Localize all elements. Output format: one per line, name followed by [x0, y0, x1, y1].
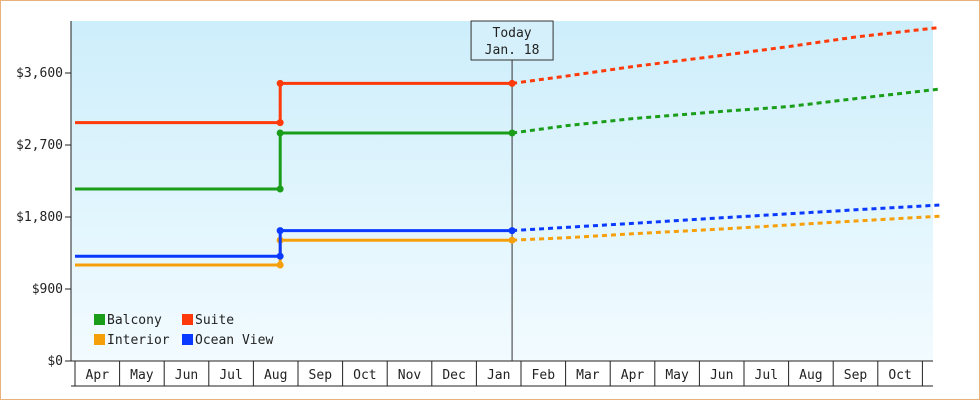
x-tick-label: Aug: [264, 368, 287, 383]
x-tick-label: Jun: [175, 368, 198, 383]
x-tick-label: May: [665, 368, 689, 383]
series-ocean-view-point: [276, 252, 284, 260]
x-tick-label: Apr: [621, 368, 645, 383]
legend-swatch-balcony: [94, 314, 105, 325]
legend-swatch-suite: [182, 314, 193, 325]
x-tick-label: Oct: [888, 368, 911, 383]
series-ocean-view-point: [276, 227, 284, 235]
today-label: Today: [493, 26, 532, 41]
today-box: [470, 20, 554, 61]
x-tick-label: Aug: [799, 368, 822, 383]
series-interior-point: [508, 236, 516, 244]
x-tick-label: Jan: [487, 368, 510, 383]
y-tick-label: $900: [32, 282, 63, 297]
legend-swatch-interior: [94, 334, 105, 345]
x-tick-label: Feb: [532, 368, 556, 383]
y-tick-label: $2,700: [16, 138, 63, 153]
series-balcony-line: [75, 131, 513, 191]
y-tick-label: $3,600: [16, 66, 63, 81]
x-tick-label: Mar: [576, 368, 600, 383]
legend-label-interior: Interior: [107, 333, 170, 348]
x-tick-label: Jul: [219, 368, 242, 383]
today-date: Jan. 18: [485, 43, 540, 58]
x-tick-label: Jul: [755, 368, 778, 383]
y-tick-label: $1,800: [16, 210, 63, 225]
y-tick-label: $0: [47, 354, 63, 369]
legend-swatch-ocean-view: [182, 334, 193, 345]
series-suite-line: [75, 81, 513, 125]
x-tick-label: Jun: [710, 368, 733, 383]
series-suite-point: [276, 119, 284, 127]
x-tick-label: Sep: [844, 368, 868, 383]
series-balcony-projection: [511, 87, 941, 135]
x-tick-label: Sep: [309, 368, 333, 383]
legend-label-ocean-view: Ocean View: [195, 333, 273, 348]
series-suite-point: [508, 79, 516, 87]
x-tick-label: Dec: [442, 368, 465, 383]
series-interior-point: [276, 261, 284, 269]
series-suite-point: [276, 79, 284, 87]
series-suite-projection: [511, 25, 941, 85]
legend-label-suite: Suite: [195, 313, 234, 328]
series-balcony-point: [276, 185, 284, 193]
x-tick-label: May: [130, 368, 154, 383]
x-tick-label: Apr: [86, 368, 110, 383]
x-tick-label: Nov: [398, 368, 422, 383]
series-ocean-view-point: [508, 227, 516, 235]
series-ocean-view-line: [75, 229, 513, 258]
x-tick-label: Oct: [353, 368, 376, 383]
series-balcony-point: [276, 129, 284, 137]
legend-label-balcony: Balcony: [107, 313, 162, 328]
series-balcony-point: [508, 129, 516, 137]
series-ocean-view-projection: [512, 203, 941, 233]
series-interior-projection: [512, 214, 941, 242]
plot-background: [71, 21, 933, 361]
